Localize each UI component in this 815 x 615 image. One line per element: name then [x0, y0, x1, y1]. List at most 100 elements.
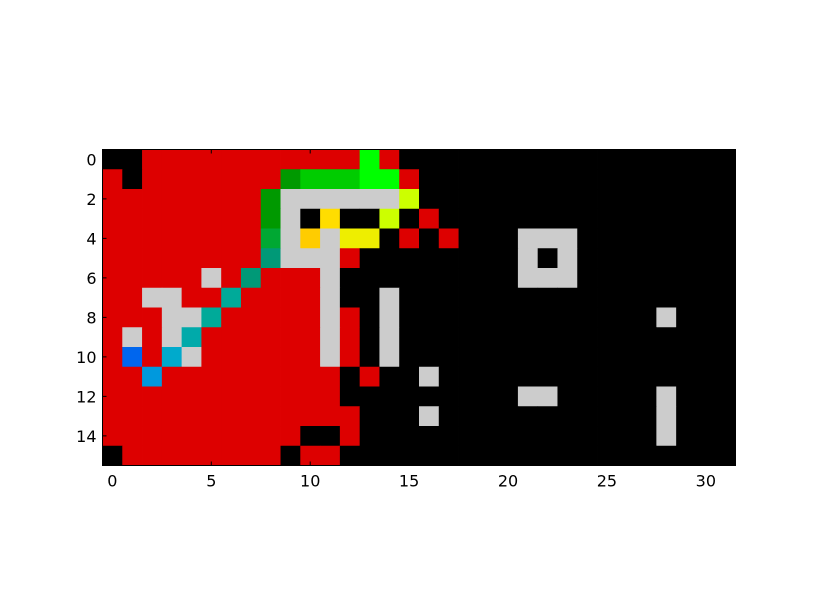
- heatmap-cell: [240, 327, 262, 348]
- heatmap-cell: [280, 268, 301, 289]
- heatmap-cell: [537, 208, 558, 229]
- heatmap-cell: [557, 169, 578, 190]
- heatmap-cell: [715, 406, 736, 427]
- heatmap-cell: [438, 426, 459, 447]
- heatmap-cell: [201, 189, 222, 210]
- heatmap-cell: [656, 347, 677, 368]
- heatmap-cell: [597, 248, 618, 269]
- heatmap-cell: [142, 347, 163, 368]
- heatmap-cell: [320, 208, 341, 229]
- y-tick-label: 12: [76, 387, 96, 406]
- heatmap-cell: [616, 268, 637, 289]
- heatmap-cell: [320, 347, 341, 368]
- heatmap-cell: [597, 149, 618, 170]
- heatmap-cell: [359, 228, 380, 249]
- heatmap-cell: [221, 327, 242, 348]
- heatmap-cell: [478, 268, 499, 289]
- heatmap-cell: [320, 327, 341, 348]
- heatmap-cell: [656, 327, 677, 348]
- heatmap-cell: [517, 208, 539, 229]
- heatmap-cell: [399, 426, 420, 447]
- heatmap-cell: [142, 268, 163, 289]
- heatmap-cell: [181, 445, 202, 466]
- x-tick-label: 10: [300, 472, 320, 491]
- heatmap-cell: [517, 445, 539, 466]
- heatmap-cell: [597, 327, 618, 348]
- heatmap-cell: [656, 366, 677, 387]
- heatmap-cell: [616, 189, 637, 210]
- heatmap-cell: [221, 386, 242, 407]
- heatmap-cell: [221, 347, 242, 368]
- heatmap-cell: [695, 307, 717, 328]
- heatmap-cell: [181, 406, 202, 427]
- heatmap-cell: [161, 445, 183, 466]
- heatmap-cell: [221, 406, 242, 427]
- heatmap-cell: [498, 307, 519, 328]
- heatmap-cell: [616, 406, 637, 427]
- heatmap-cell: [616, 327, 637, 348]
- heatmap-cell: [122, 208, 143, 229]
- heatmap-cell: [616, 287, 637, 308]
- heatmap-cell: [240, 189, 262, 210]
- heatmap-cell: [636, 208, 657, 229]
- heatmap-cell: [695, 366, 717, 387]
- heatmap-cell: [616, 347, 637, 368]
- heatmap-cell: [161, 366, 183, 387]
- heatmap-cell: [201, 248, 222, 269]
- heatmap-cell: [300, 208, 321, 229]
- heatmap-cell: [715, 307, 736, 328]
- heatmap-cell: [438, 208, 459, 229]
- heatmap-cell: [656, 386, 677, 407]
- heatmap-cell: [616, 248, 637, 269]
- heatmap-cell: [537, 268, 558, 289]
- heatmap-cell: [537, 406, 558, 427]
- heatmap-cell: [419, 426, 440, 447]
- heatmap-cell: [399, 347, 420, 368]
- heatmap-cell: [399, 248, 420, 269]
- heatmap-cell: [142, 149, 163, 170]
- heatmap-cell: [201, 445, 222, 466]
- heatmap-cell: [498, 228, 519, 249]
- heatmap-cell: [517, 307, 539, 328]
- heatmap-cell: [379, 228, 400, 249]
- heatmap-cell: [517, 228, 539, 249]
- heatmap-cell: [339, 208, 361, 229]
- heatmap-cell: [161, 169, 183, 190]
- heatmap-cell: [339, 189, 361, 210]
- heatmap-cell: [498, 445, 519, 466]
- heatmap-cell: [280, 426, 301, 447]
- heatmap-cell: [320, 445, 341, 466]
- heatmap-cell: [517, 248, 539, 269]
- heatmap-cell: [221, 208, 242, 229]
- heatmap-cell: [517, 366, 539, 387]
- heatmap-cell: [557, 268, 578, 289]
- heatmap-cell: [339, 366, 361, 387]
- heatmap-cell: [102, 189, 123, 210]
- heatmap-cell: [359, 386, 380, 407]
- heatmap-cell: [537, 189, 558, 210]
- heatmap-cell: [498, 366, 519, 387]
- heatmap-cell: [676, 287, 697, 308]
- heatmap-cell: [656, 248, 677, 269]
- heatmap-cell: [300, 149, 321, 170]
- heatmap-cell: [161, 307, 183, 328]
- heatmap-cell: [419, 169, 440, 190]
- heatmap-cell: [240, 268, 262, 289]
- heatmap-cell: [320, 406, 341, 427]
- heatmap-cell: [122, 169, 143, 190]
- heatmap-cell: [161, 228, 183, 249]
- heatmap-cell: [142, 189, 163, 210]
- heatmap-cell: [636, 169, 657, 190]
- heatmap-cell: [438, 228, 459, 249]
- heatmap-cell: [577, 327, 598, 348]
- heatmap-cell: [636, 189, 657, 210]
- heatmap-cell: [102, 366, 123, 387]
- heatmap-cell: [320, 189, 341, 210]
- heatmap-cell: [557, 149, 578, 170]
- heatmap-cell: [438, 189, 459, 210]
- heatmap-cell: [300, 189, 321, 210]
- heatmap-cell: [240, 347, 262, 368]
- y-axis-ticks: 0 2 4 6 8 10 12 14: [76, 150, 736, 446]
- heatmap-cell: [161, 248, 183, 269]
- heatmap-cell: [478, 366, 499, 387]
